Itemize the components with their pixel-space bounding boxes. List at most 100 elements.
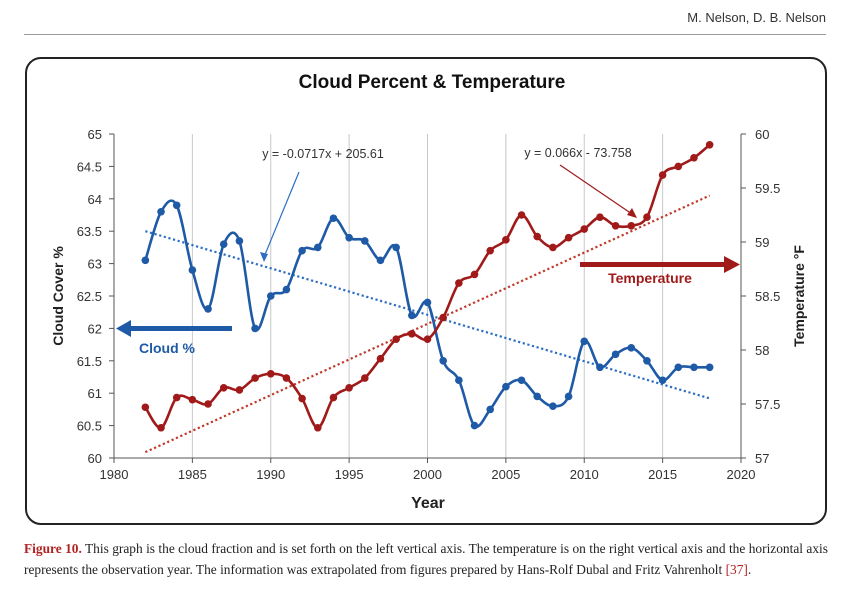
- data-point-cloud: [141, 256, 150, 265]
- chart: Cloud Percent & Temperature 1980 1985 1990…: [50, 72, 807, 512]
- data-point-temperature: [235, 386, 244, 394]
- y-left-tick-label: 64.5: [77, 159, 102, 174]
- data-point-cloud: [580, 337, 589, 346]
- series: [141, 141, 714, 432]
- data-point-temperature: [455, 279, 463, 287]
- data-point-cloud: [596, 363, 604, 372]
- data-point-temperature: [439, 313, 447, 322]
- data-point-cloud: [627, 344, 636, 352]
- x-tick-label: 2015: [648, 467, 677, 482]
- caption-text: This graph is the cloud fraction and is …: [24, 541, 828, 577]
- trend-equation-temperature: y = 0.066x - 73.758: [524, 146, 631, 160]
- y-left-tick-label: 62: [88, 321, 102, 336]
- header-divider: [24, 34, 826, 35]
- y-left-tick-label: 63: [88, 257, 102, 272]
- temperature-arrow-shaft: [580, 262, 725, 267]
- y-axis-right-title: Temperature °F: [791, 245, 807, 347]
- data-point-temperature: [204, 400, 212, 408]
- data-point-temperature: [596, 213, 604, 221]
- data-point-temperature: [345, 384, 353, 392]
- trend-equation-cloud: y = -0.0717x + 205.61: [262, 147, 384, 161]
- data-point-temperature: [298, 394, 306, 403]
- y-left-tick-label: 60: [88, 451, 102, 466]
- data-point-cloud: [235, 237, 244, 245]
- y-right-tick-label: 59.5: [755, 181, 780, 196]
- data-point-cloud: [329, 214, 338, 223]
- axes: 1980 1985 1990 1995 2000 2005 2010 2015 2020 60 60…: [77, 127, 781, 482]
- temperature-arrow-label: Temperature: [608, 270, 692, 286]
- chart-title: Cloud Percent & Temperature: [299, 72, 566, 93]
- data-point-cloud: [611, 350, 620, 359]
- data-point-temperature: [188, 395, 197, 404]
- data-point-temperature: [627, 222, 636, 230]
- data-point-temperature: [502, 236, 510, 244]
- cloud-arrow-shaft: [128, 326, 232, 331]
- x-axis-title: Year: [411, 495, 445, 512]
- x-tick-label: 2020: [727, 467, 756, 482]
- data-point-cloud: [392, 243, 400, 252]
- data-point-temperature: [219, 384, 228, 392]
- trendline-cloud: [145, 230, 710, 400]
- y-left-tick-label: 62.5: [77, 289, 102, 304]
- data-point-cloud: [298, 246, 306, 255]
- data-point-cloud: [674, 363, 683, 372]
- y-right-tick-label: 57.5: [755, 397, 780, 412]
- data-point-temperature: [611, 222, 620, 230]
- data-point-temperature: [282, 374, 291, 382]
- data-point-temperature: [533, 232, 542, 241]
- data-point-temperature: [408, 330, 416, 338]
- data-point-temperature: [361, 374, 369, 382]
- data-point-cloud: [470, 421, 479, 430]
- data-point-cloud: [533, 392, 542, 401]
- data-point-cloud: [282, 285, 291, 294]
- data-point-temperature: [266, 369, 275, 378]
- data-point-cloud: [408, 311, 416, 320]
- equation-pointer-cloud-head: [260, 252, 268, 262]
- data-point-cloud: [313, 243, 322, 252]
- y-right-tick-label: 60: [755, 127, 769, 142]
- data-point-temperature: [157, 423, 165, 432]
- x-tick-label: 1985: [178, 467, 207, 482]
- annotations: y = -0.0717x + 205.61 y = 0.066x - 73.758…: [116, 146, 740, 356]
- data-point-cloud: [204, 305, 212, 313]
- data-point-cloud: [705, 363, 714, 372]
- data-point-cloud: [455, 376, 463, 385]
- data-point-temperature: [329, 393, 338, 402]
- x-tick-label: 2005: [491, 467, 520, 482]
- figure-caption: Figure 10. This graph is the cloud fract…: [24, 538, 828, 580]
- data-point-temperature: [643, 213, 651, 221]
- data-point-temperature: [392, 335, 400, 344]
- data-point-temperature: [172, 393, 181, 402]
- data-point-cloud: [345, 233, 353, 242]
- equation-pointer-cloud: [263, 171, 300, 258]
- y-right-tick-label: 57: [755, 451, 769, 466]
- y-right-tick-label: 58: [755, 343, 769, 358]
- figure-frame: [25, 57, 827, 525]
- caption-citation-link[interactable]: [37]: [725, 562, 748, 577]
- data-point-temperature: [251, 374, 259, 382]
- y-left-tick-label: 64: [88, 192, 102, 207]
- data-point-temperature: [705, 141, 714, 149]
- caption-text-end: .: [747, 562, 752, 577]
- y-left-tick-label: 60.5: [77, 419, 102, 434]
- equation-pointer-temperature: [559, 164, 633, 215]
- x-tick-label: 2000: [413, 467, 442, 482]
- data-point-temperature: [423, 335, 432, 344]
- data-point-temperature: [376, 354, 385, 363]
- data-point-cloud: [157, 207, 165, 216]
- equation-pointer-temperature-head: [627, 208, 637, 218]
- data-point-temperature: [517, 211, 526, 219]
- caption-label: Figure 10.: [24, 541, 82, 556]
- data-point-cloud: [517, 376, 526, 385]
- y-left-tick-label: 65: [88, 127, 102, 142]
- y-left-tick-label: 61.5: [77, 354, 102, 369]
- data-point-cloud: [219, 240, 228, 248]
- data-point-temperature: [658, 171, 667, 179]
- header-authors: M. Nelson, D. B. Nelson: [687, 10, 826, 25]
- data-point-temperature: [674, 162, 683, 171]
- data-point-cloud: [251, 324, 259, 333]
- temperature-arrow-head: [724, 256, 740, 273]
- data-point-cloud: [643, 357, 651, 365]
- data-point-temperature: [141, 403, 150, 412]
- data-point-cloud: [266, 292, 275, 300]
